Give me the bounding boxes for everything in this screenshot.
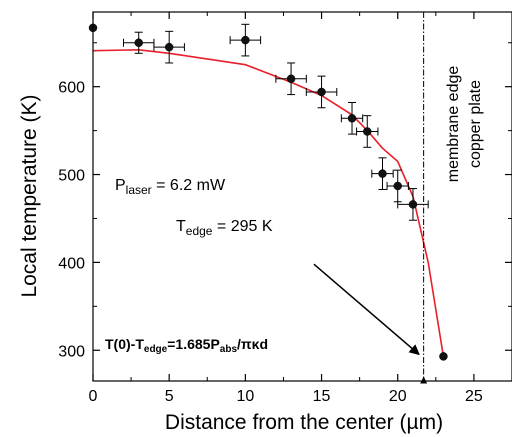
data-point — [241, 35, 250, 45]
data-point — [363, 127, 372, 136]
data-point — [164, 42, 174, 52]
annotation-plaser: Plaser = 6.2 mW — [115, 177, 226, 197]
data-point — [439, 352, 448, 361]
x-tick-label: 15 — [313, 388, 331, 405]
data-point — [347, 114, 357, 123]
ticks-layer: 0 5 10 15 20 25 300 400 500 600 — [58, 12, 512, 405]
x-tick-label: 0 — [89, 388, 98, 405]
annotation-formula: T(0)-Tedge=1.685Pabs/πκd — [105, 336, 268, 355]
y-tick-label: 400 — [58, 255, 85, 272]
annotation-tedge: Tedge = 295 K — [176, 218, 273, 238]
x-tick-label: 25 — [465, 388, 483, 405]
y-tick-label: 500 — [58, 168, 85, 185]
data-point — [286, 74, 296, 84]
y-axis-title: Local temperature (K) — [18, 94, 41, 297]
data-layer — [88, 12, 448, 384]
data-point — [378, 169, 387, 178]
data-point — [393, 181, 402, 191]
x-tick-label: 5 — [165, 388, 174, 405]
data-point — [317, 87, 326, 97]
edge-arrow-helper — [417, 371, 424, 374]
vertical-label-copper-plate: copper plate — [467, 80, 484, 168]
x-axis-title: Distance from the center (µm) — [165, 411, 443, 434]
y-tick-label: 600 — [58, 80, 85, 97]
y-tick-label: 300 — [58, 343, 85, 360]
data-point — [408, 200, 418, 209]
plot-frame — [92, 11, 512, 382]
pointer-arrow — [313, 263, 420, 356]
x-tick-label: 10 — [236, 388, 254, 405]
fit-line — [92, 48, 445, 357]
x-tick-label: 20 — [389, 388, 407, 405]
data-point — [134, 38, 143, 47]
vertical-label-membrane-edge: membrane edge — [445, 66, 462, 183]
